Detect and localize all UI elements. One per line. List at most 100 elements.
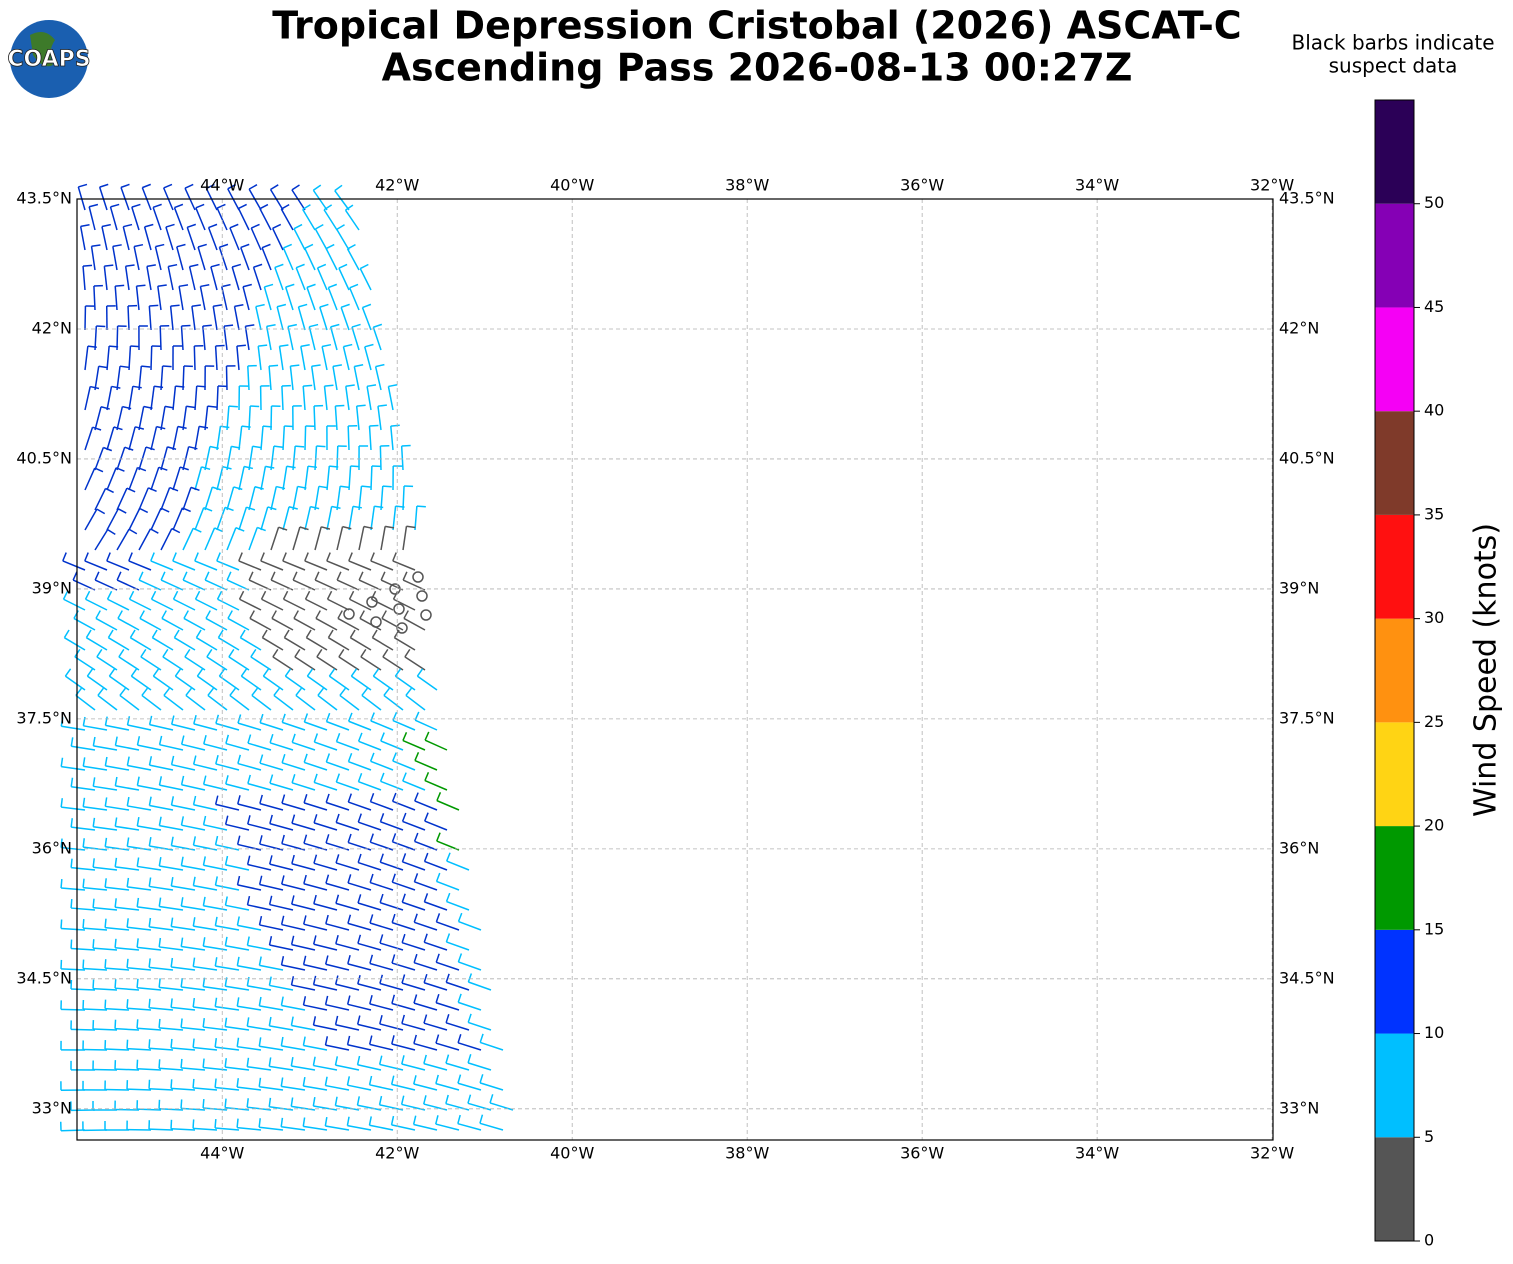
wind-barb-flag [338, 263, 348, 269]
wind-barb-staff [260, 426, 264, 451]
wind-barb-flag [92, 426, 102, 431]
wind-barb-flag [366, 384, 377, 388]
wind-barb-staff [446, 900, 470, 911]
wind-barb-flag [82, 797, 86, 807]
wind-barb-flag [403, 610, 409, 619]
wind-barb-staff [291, 862, 316, 871]
wind-barb-staff [338, 656, 360, 671]
wind-barb-staff [193, 844, 218, 851]
wind-barb-staff [314, 741, 338, 751]
wind-barb-flag [345, 204, 354, 211]
wind-barb-staff [379, 901, 404, 911]
wind-barb-flag [334, 975, 339, 985]
wind-barb-flag [240, 243, 250, 249]
wind-barb-staff [269, 742, 294, 751]
wind-barb-staff [270, 526, 280, 551]
wind-barb-staff [181, 824, 206, 831]
y-tick-label: 33°N [1279, 1098, 1319, 1117]
wind-barb-flag [236, 997, 240, 1007]
wind-barb-flag [347, 874, 352, 884]
wind-barb-staff [325, 1003, 350, 1011]
wind-barb-staff [402, 780, 426, 791]
wind-barb-staff [479, 1082, 504, 1091]
wind-barb-staff [262, 675, 284, 691]
wind-barb-flag [227, 610, 233, 619]
wind-barb-flag [175, 385, 185, 388]
wind-barb-flag [160, 507, 170, 513]
wind-barb-flag [323, 204, 333, 211]
wind-barb-flag [357, 894, 362, 904]
wind-barb-flag [401, 974, 406, 984]
wind-barb-flag [237, 795, 241, 805]
wind-barb-flag [207, 687, 214, 696]
wind-barb-flag [362, 303, 372, 309]
wind-barb-flag [334, 1056, 339, 1066]
wind-barb-flag [192, 997, 196, 1008]
wind-barb-staff [127, 1007, 152, 1011]
wind-barb-staff [204, 486, 213, 511]
wind-barb-staff [88, 206, 96, 231]
wind-barb-staff [167, 266, 174, 291]
wind-barb-flag [70, 858, 73, 868]
wind-barb-staff [199, 286, 206, 311]
wind-barb-flag [143, 405, 153, 409]
wind-barb-flag [445, 933, 451, 943]
wind-barb-staff [390, 426, 394, 451]
wind-barb-staff [259, 208, 272, 231]
wind-barb-staff [284, 637, 306, 651]
wind-barb-flag [62, 590, 69, 600]
wind-barb-flag [413, 1075, 417, 1085]
wind-barb-flag [258, 344, 268, 347]
wind-barb-flag [303, 753, 308, 763]
wind-barb-staff [327, 598, 350, 611]
wind-barb-flag [317, 263, 327, 269]
wind-barb-flag [224, 324, 234, 327]
wind-barb-staff [314, 526, 322, 551]
wind-barb-flag [145, 446, 155, 451]
wind-barb-flag [374, 505, 384, 509]
wind-barb-flag [336, 224, 345, 230]
wind-barb-flag [280, 1117, 284, 1127]
wind-barb-staff [336, 526, 344, 551]
wind-barb-flag [208, 223, 218, 229]
wind-barb-flag [92, 817, 96, 827]
wind-barb-flag [423, 893, 429, 903]
wind-barb-staff [281, 1085, 306, 1091]
wind-barb-flag [222, 465, 232, 470]
wind-barb-staff [183, 617, 206, 631]
wind-barb-staff [174, 675, 196, 691]
wind-barb-flag [269, 814, 273, 824]
wind-barb-flag [104, 716, 108, 726]
colorbar-frame [1374, 99, 1415, 1242]
wind-barb-staff [313, 1105, 338, 1111]
wind-barb-staff [146, 266, 152, 291]
title: Ascending Pass 2026-08-13 00:27Z [382, 46, 1133, 90]
wind-barb-flag [340, 485, 350, 489]
wind-barb-staff [61, 846, 86, 851]
wind-barb-staff [423, 1062, 448, 1071]
wind-barb-staff [370, 506, 376, 531]
wind-barb-flag [186, 405, 196, 409]
wind-barb-flag [402, 731, 408, 741]
wind-barb-flag [258, 996, 262, 1006]
wind-barb-staff [291, 1065, 316, 1071]
wind-barb-flag [261, 629, 268, 639]
wind-barb-staff [304, 247, 316, 271]
wind-barb-staff [260, 560, 284, 571]
wind-barb-staff [171, 1047, 196, 1051]
wind-barb-staff [193, 723, 218, 731]
wind-barb-staff [163, 694, 184, 711]
wind-barb-staff [467, 1102, 492, 1111]
wind-barb-flag [180, 1099, 183, 1109]
wind-barb-staff [380, 861, 404, 871]
wind-barb-staff [276, 306, 284, 331]
wind-barb-staff [402, 526, 408, 551]
wind-barb-flag [92, 898, 95, 908]
wind-barb-staff [225, 742, 250, 751]
wind-barb-flag [356, 1096, 361, 1106]
wind-barb-staff [369, 962, 394, 971]
wind-barb-flag [162, 648, 169, 658]
wind-barb-flag [413, 994, 418, 1004]
wind-barb-staff [303, 761, 328, 771]
wind-barb-flag [423, 1014, 428, 1024]
